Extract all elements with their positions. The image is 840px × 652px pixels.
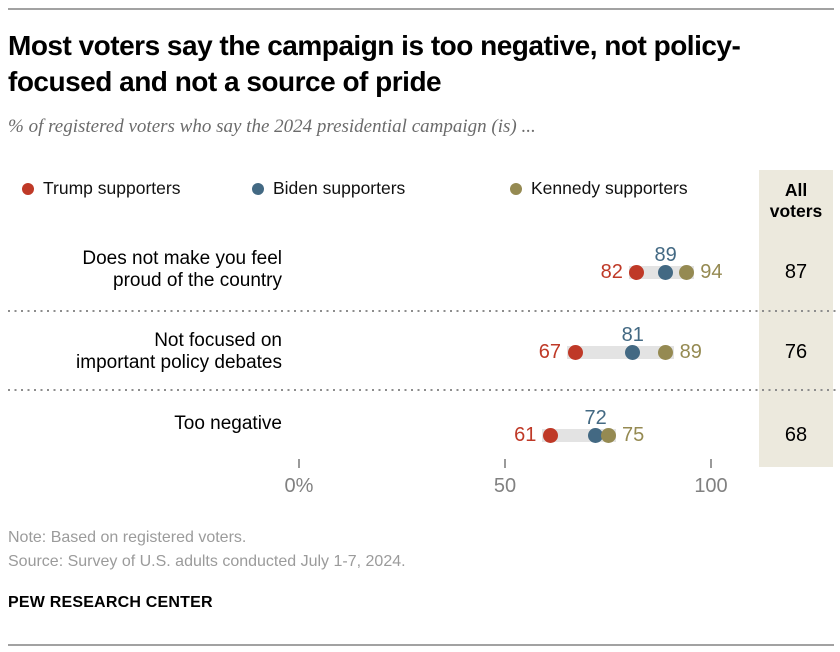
row-separator (8, 389, 836, 391)
legend-item-biden: Biden supporters (252, 178, 405, 199)
value-label-kennedy: 94 (700, 261, 723, 283)
legend-item-trump: Trump supporters (22, 178, 180, 199)
legend-label: Trump supporters (43, 178, 181, 198)
legend-dot-icon-kennedy (510, 182, 522, 195)
all-voters-value: 87 (784, 261, 808, 283)
dot-trump (629, 264, 645, 280)
row-label: Too negative (174, 413, 282, 434)
top-rule (8, 8, 834, 10)
value-label-kennedy: 75 (622, 424, 645, 446)
all-voters-column (759, 170, 833, 467)
value-label-kennedy: 89 (679, 341, 702, 363)
page-title: Most voters say the campaign is too nega… (8, 30, 741, 97)
connector-bar (567, 345, 674, 359)
all-voters-header: All voters (769, 180, 823, 221)
all-voters-value: 76 (784, 341, 808, 363)
dot-kennedy (600, 427, 616, 443)
dot-biden (625, 344, 641, 360)
legend-label: Kennedy supporters (531, 178, 688, 198)
dot-biden (658, 264, 674, 280)
bottom-rule (8, 644, 834, 646)
value-label-biden: 81 (621, 324, 644, 346)
value-label-trump: 61 (514, 424, 537, 446)
chart-subtitle: % of registered voters who say the 2024 … (8, 116, 536, 137)
legend-item-kennedy: Kennedy supporters (510, 178, 688, 199)
value-label-biden: 72 (584, 407, 607, 429)
axis-tick-label: 50 (493, 475, 517, 497)
chart-note: Note: Based on registered voters. (8, 529, 247, 546)
axis-tick-mark (710, 459, 712, 468)
axis-tick-label: 100 (694, 475, 728, 497)
legend-dot-icon-biden (252, 182, 264, 195)
row-label: Does not make you feel proud of the count… (82, 248, 282, 291)
all-voters-value: 68 (784, 424, 808, 446)
axis-tick-mark (298, 459, 300, 468)
dot-kennedy (678, 264, 694, 280)
dot-trump (567, 344, 583, 360)
axis-tick-label: 0% (284, 475, 314, 497)
dot-biden (588, 427, 604, 443)
value-label-biden: 89 (654, 244, 677, 266)
legend-dot-icon-trump (22, 182, 34, 195)
value-label-trump: 82 (600, 261, 623, 283)
chart-source: Source: Survey of U.S. adults conducted … (8, 553, 406, 570)
dot-kennedy (658, 344, 674, 360)
row-label: Not focused on important policy debates (76, 330, 282, 373)
legend-label: Biden supporters (273, 178, 406, 198)
dot-trump (542, 427, 558, 443)
pew-research-center-wordmark: PEW RESEARCH CENTER (8, 594, 213, 611)
value-label-trump: 67 (538, 341, 562, 363)
axis-tick-mark (504, 459, 506, 468)
row-separator (8, 310, 836, 312)
